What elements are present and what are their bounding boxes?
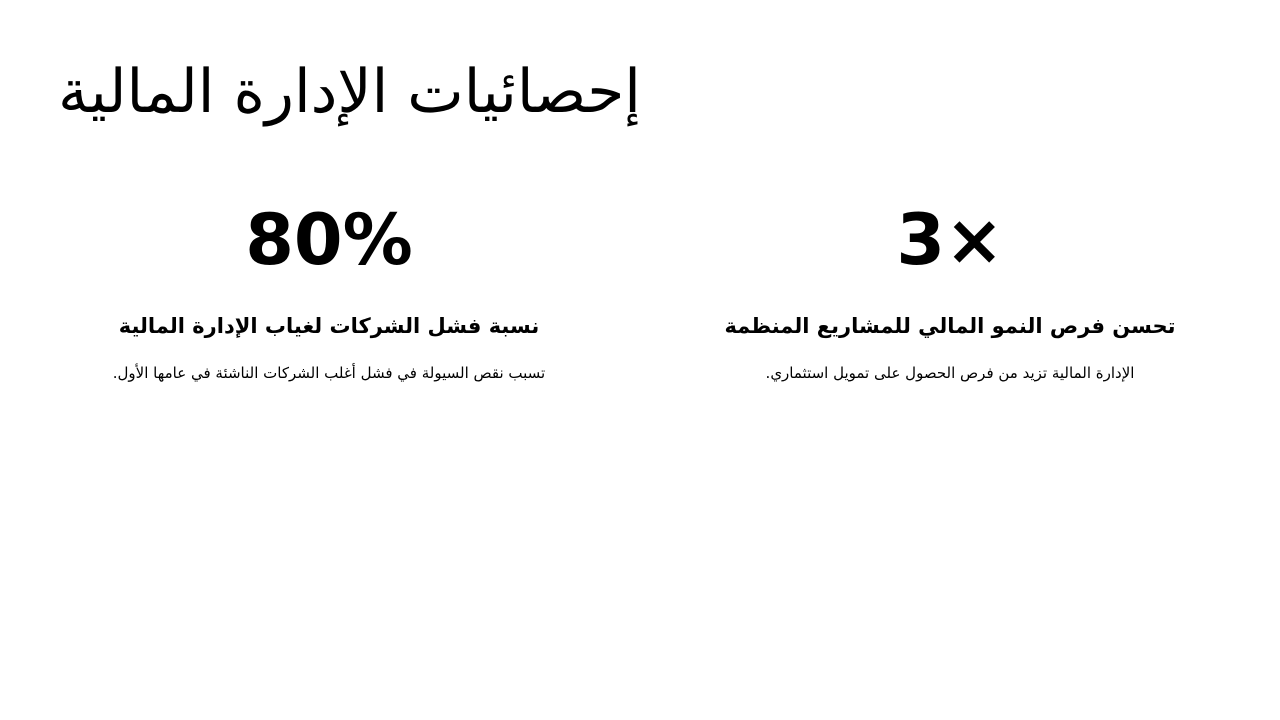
stat-card-failure-rate: 80% نسبة فشل الشركات لغياب الإدارة المال… — [19, 195, 639, 385]
stat-description: تسبب نقص السيولة في فشل أغلب الشركات الن… — [112, 364, 546, 382]
stat-description: الإدارة المالية تزيد من فرص الحصول على ت… — [765, 364, 1135, 382]
stat-value: 80% — [245, 199, 413, 281]
page-title: إحصائيات الإدارة المالية — [58, 57, 641, 127]
stat-heading: نسبة فشل الشركات لغياب الإدارة المالية — [118, 314, 540, 338]
stat-heading: تحسن فرص النمو المالي للمشاريع المنظمة — [724, 314, 1176, 338]
stat-card-growth: 3× تحسن فرص النمو المالي للمشاريع المنظم… — [640, 195, 1260, 385]
stat-value: 3× — [896, 199, 1004, 281]
